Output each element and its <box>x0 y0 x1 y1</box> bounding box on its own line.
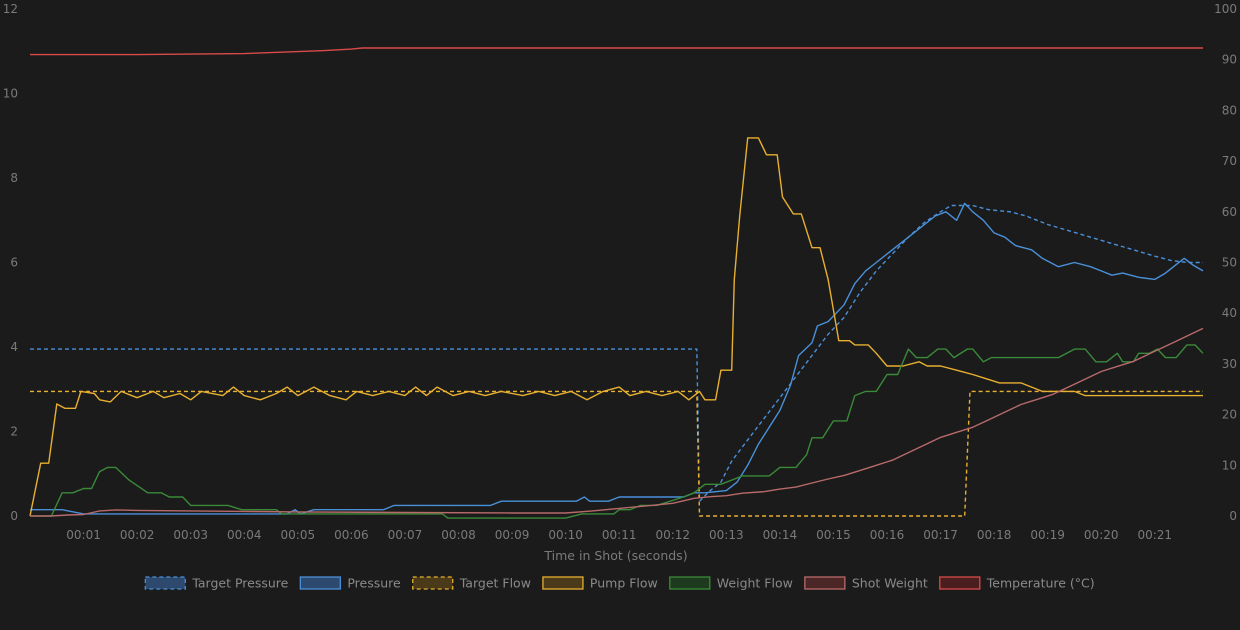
legend-item-pump-flow[interactable]: Pump Flow <box>542 576 658 591</box>
y-left-tick-label: 12 <box>3 2 18 16</box>
series-line-pressure <box>30 202 1204 515</box>
y-left-tick-label: 6 <box>10 256 18 270</box>
y-left-tick-label: 4 <box>10 340 18 354</box>
legend-label: Pump Flow <box>590 576 658 591</box>
series-line-target-flow <box>30 390 1203 517</box>
y-right-tick-label: 30 <box>1222 357 1237 371</box>
legend-swatch <box>299 576 342 590</box>
y-right-tick-label: 70 <box>1222 154 1237 168</box>
y-right-tick-label: 100 <box>1214 2 1237 16</box>
legend-label: Pressure <box>347 576 401 591</box>
legend-label: Weight Flow <box>717 576 793 591</box>
x-axis-title: Time in Shot (seconds) <box>543 548 687 563</box>
x-tick-label: 00:04 <box>227 528 262 542</box>
legend-item-temperature-c[interactable]: Temperature (°C) <box>939 576 1095 591</box>
y-right-tick-label: 10 <box>1222 458 1237 472</box>
legend-swatch <box>542 576 584 590</box>
legend-label: Target Pressure <box>191 576 288 591</box>
plot-area <box>29 47 1204 519</box>
series-line-weight-flow <box>30 344 1204 519</box>
legend-label: Target Flow <box>459 576 531 591</box>
legend-label: Temperature (°C) <box>986 576 1095 591</box>
x-tick-label: 00:17 <box>923 528 958 542</box>
x-tick-label: 00:16 <box>870 528 905 542</box>
x-tick-label: 00:09 <box>495 528 530 542</box>
x-axis: 00:01 00:02 00:03 00:04 00:05 00:06 00:07 00:08… <box>66 528 1172 542</box>
x-tick-label: 00:07 <box>388 528 423 542</box>
x-tick-label: 00:15 <box>816 528 851 542</box>
x-tick-label: 00:01 <box>66 528 101 542</box>
x-tick-label: 00:21 <box>1137 528 1172 542</box>
x-tick-label: 00:13 <box>709 528 744 542</box>
legend-swatch <box>144 576 186 590</box>
legend-item-target-flow[interactable]: Target Flow <box>412 576 531 591</box>
x-tick-label: 00:14 <box>763 528 798 542</box>
x-tick-label: 00:06 <box>334 528 369 542</box>
legend-swatch <box>939 576 981 590</box>
legend-swatch <box>412 576 454 590</box>
y-left-tick-label: 10 <box>3 87 18 101</box>
x-tick-label: 00:18 <box>977 528 1012 542</box>
x-tick-label: 00:10 <box>548 528 583 542</box>
y-left-tick-label: 2 <box>10 425 18 439</box>
legend-item-weight-flow[interactable]: Weight Flow <box>669 576 793 591</box>
x-tick-label: 00:08 <box>441 528 476 542</box>
x-tick-label: 00:19 <box>1030 528 1065 542</box>
series-line-target-pressure <box>30 204 1203 502</box>
series-line-pump-flow <box>29 137 1203 517</box>
series-line-temperature-c <box>30 47 1203 56</box>
legend-item-pressure[interactable]: Pressure <box>299 576 401 591</box>
x-tick-label: 00:20 <box>1084 528 1119 542</box>
x-tick-label: 00:05 <box>281 528 316 542</box>
y-axis-left: 0 2 4 6 8 10 12 <box>3 2 18 523</box>
y-right-tick-label: 0 <box>1229 509 1237 523</box>
x-tick-label: 00:12 <box>655 528 690 542</box>
series-line-shot-weight <box>30 327 1204 517</box>
x-tick-label: 00:02 <box>120 528 155 542</box>
legend-swatch <box>804 576 846 590</box>
y-right-tick-label: 50 <box>1222 256 1237 270</box>
legend-item-shot-weight[interactable]: Shot Weight <box>804 576 928 591</box>
y-right-tick-label: 90 <box>1222 53 1237 67</box>
y-right-tick-label: 20 <box>1222 408 1237 422</box>
x-tick-label: 00:11 <box>602 528 637 542</box>
y-left-tick-label: 8 <box>10 171 18 185</box>
y-left-tick-label: 0 <box>10 509 18 523</box>
legend-label: Shot Weight <box>852 576 928 591</box>
y-right-tick-label: 60 <box>1222 205 1237 219</box>
legend-item-target-pressure[interactable]: Target Pressure <box>144 576 289 591</box>
y-axis-right: 0 10 20 30 40 50 60 70 80 90 100 <box>1214 2 1237 523</box>
y-right-tick-label: 40 <box>1222 306 1237 320</box>
legend[interactable]: Target Pressure Pressure Target Flow Pump F… <box>144 576 1095 591</box>
legend-swatch <box>669 576 711 590</box>
x-tick-label: 00:03 <box>173 528 208 542</box>
y-right-tick-label: 80 <box>1222 103 1237 117</box>
